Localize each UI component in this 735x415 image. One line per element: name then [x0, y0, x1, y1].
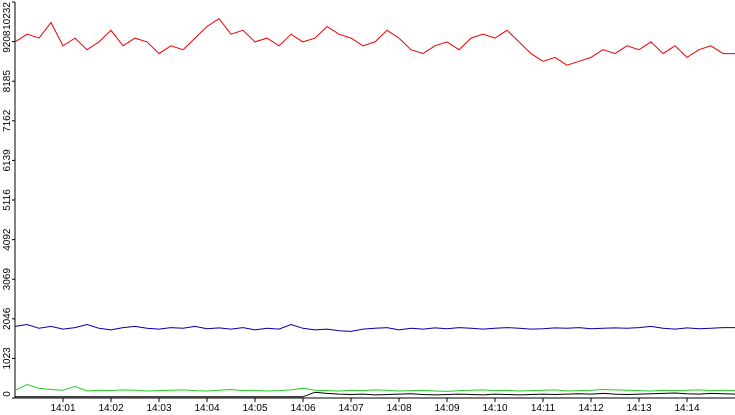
- x-tick-label: 14:14: [674, 403, 699, 414]
- y-tick-label: 10232: [2, 2, 13, 30]
- y-tick-label: 4092: [2, 228, 13, 251]
- x-tick-label: 14:07: [338, 403, 363, 414]
- y-tick-label: 1023: [2, 347, 13, 370]
- x-tick-label: 14:10: [482, 403, 507, 414]
- series-line: [14, 323, 735, 332]
- x-tick-label: 14:13: [626, 403, 651, 414]
- y-tick-label: 2046: [2, 307, 13, 330]
- x-tick-label: 14:06: [290, 403, 315, 414]
- y-tick-label: 7162: [2, 109, 13, 132]
- x-tick-label: 14:02: [98, 403, 123, 414]
- x-tick-label: 14:09: [434, 403, 459, 414]
- x-tick-label: 14:12: [578, 403, 603, 414]
- x-tick-label: 14:04: [194, 403, 219, 414]
- y-tick-label: 3069: [2, 268, 13, 291]
- series-line: [14, 383, 735, 392]
- x-tick-label: 14:01: [50, 403, 75, 414]
- y-tick-label: 0: [2, 391, 13, 397]
- y-tick-label: 6139: [2, 149, 13, 172]
- series-line: [15, 391, 735, 398]
- y-tick-label: 9208: [2, 30, 13, 53]
- x-tick-label: 14:03: [146, 403, 171, 414]
- x-tick-label: 14:05: [242, 403, 267, 414]
- series-line: [14, 18, 735, 66]
- x-tick-label: 14:08: [386, 403, 411, 414]
- x-tick-label: 14:11: [531, 403, 556, 414]
- y-tick-label: 8185: [2, 70, 13, 93]
- y-tick-label: 5116: [2, 189, 13, 211]
